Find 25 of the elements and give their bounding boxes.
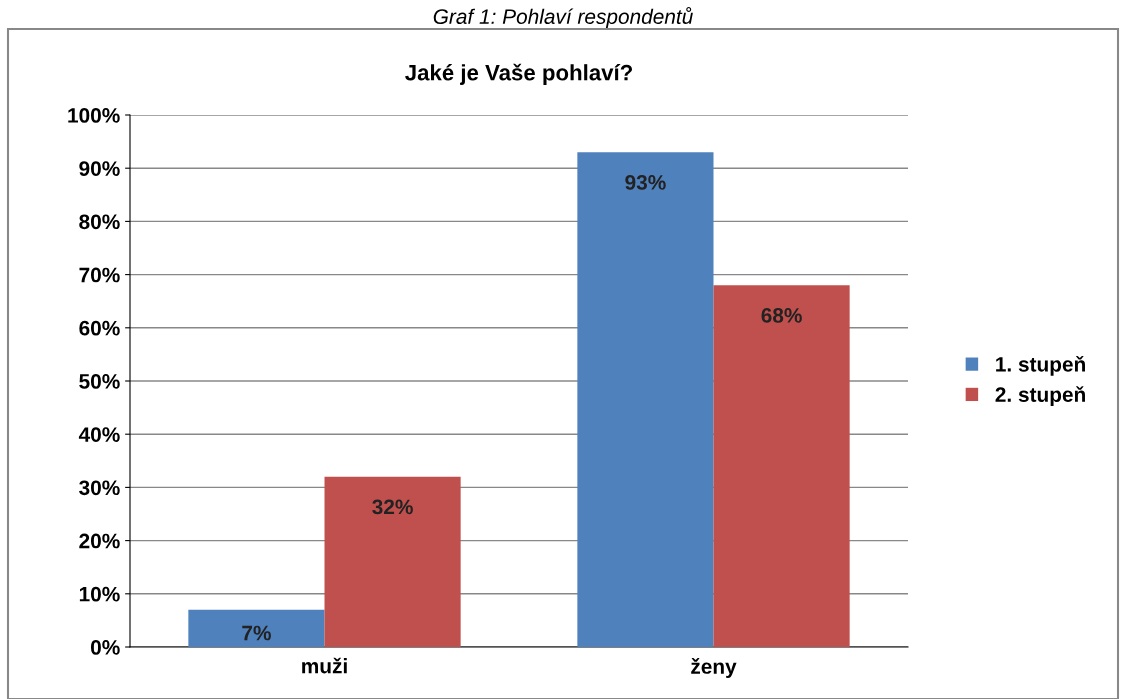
y-tick-label: 60% (79, 320, 120, 336)
y-tick-label: 100% (68, 108, 120, 123)
x-tick-label: ženy (691, 658, 737, 678)
y-tick-label: 20% (79, 533, 120, 549)
legend-label: 1. stupeň (996, 355, 1085, 376)
chart-title: Jaké je Vaše pohlaví? (405, 63, 632, 85)
y-tick-label: 40% (78, 427, 120, 442)
text: 93% (625, 175, 666, 190)
text: 68% (761, 308, 802, 323)
bar (713, 285, 850, 647)
y-tick-label: 90% (79, 161, 120, 176)
text: 7% (242, 625, 271, 641)
y-tick-label: 0% (90, 640, 120, 655)
legend-label: 2. stupeň (995, 386, 1085, 407)
y-tick-label: 50% (79, 374, 120, 389)
bar (188, 609, 325, 647)
y-tick-label: 10% (79, 586, 120, 602)
y-tick-label: 80% (79, 214, 120, 230)
text: Graf 1: Pohlaví respondentů (433, 6, 693, 29)
bar (324, 476, 461, 647)
y-tick-label: 70% (79, 267, 120, 283)
text: 32% (372, 499, 413, 515)
bar (577, 152, 714, 647)
x-tick-label: muži (302, 657, 347, 674)
y-tick-label: 30% (79, 480, 120, 496)
